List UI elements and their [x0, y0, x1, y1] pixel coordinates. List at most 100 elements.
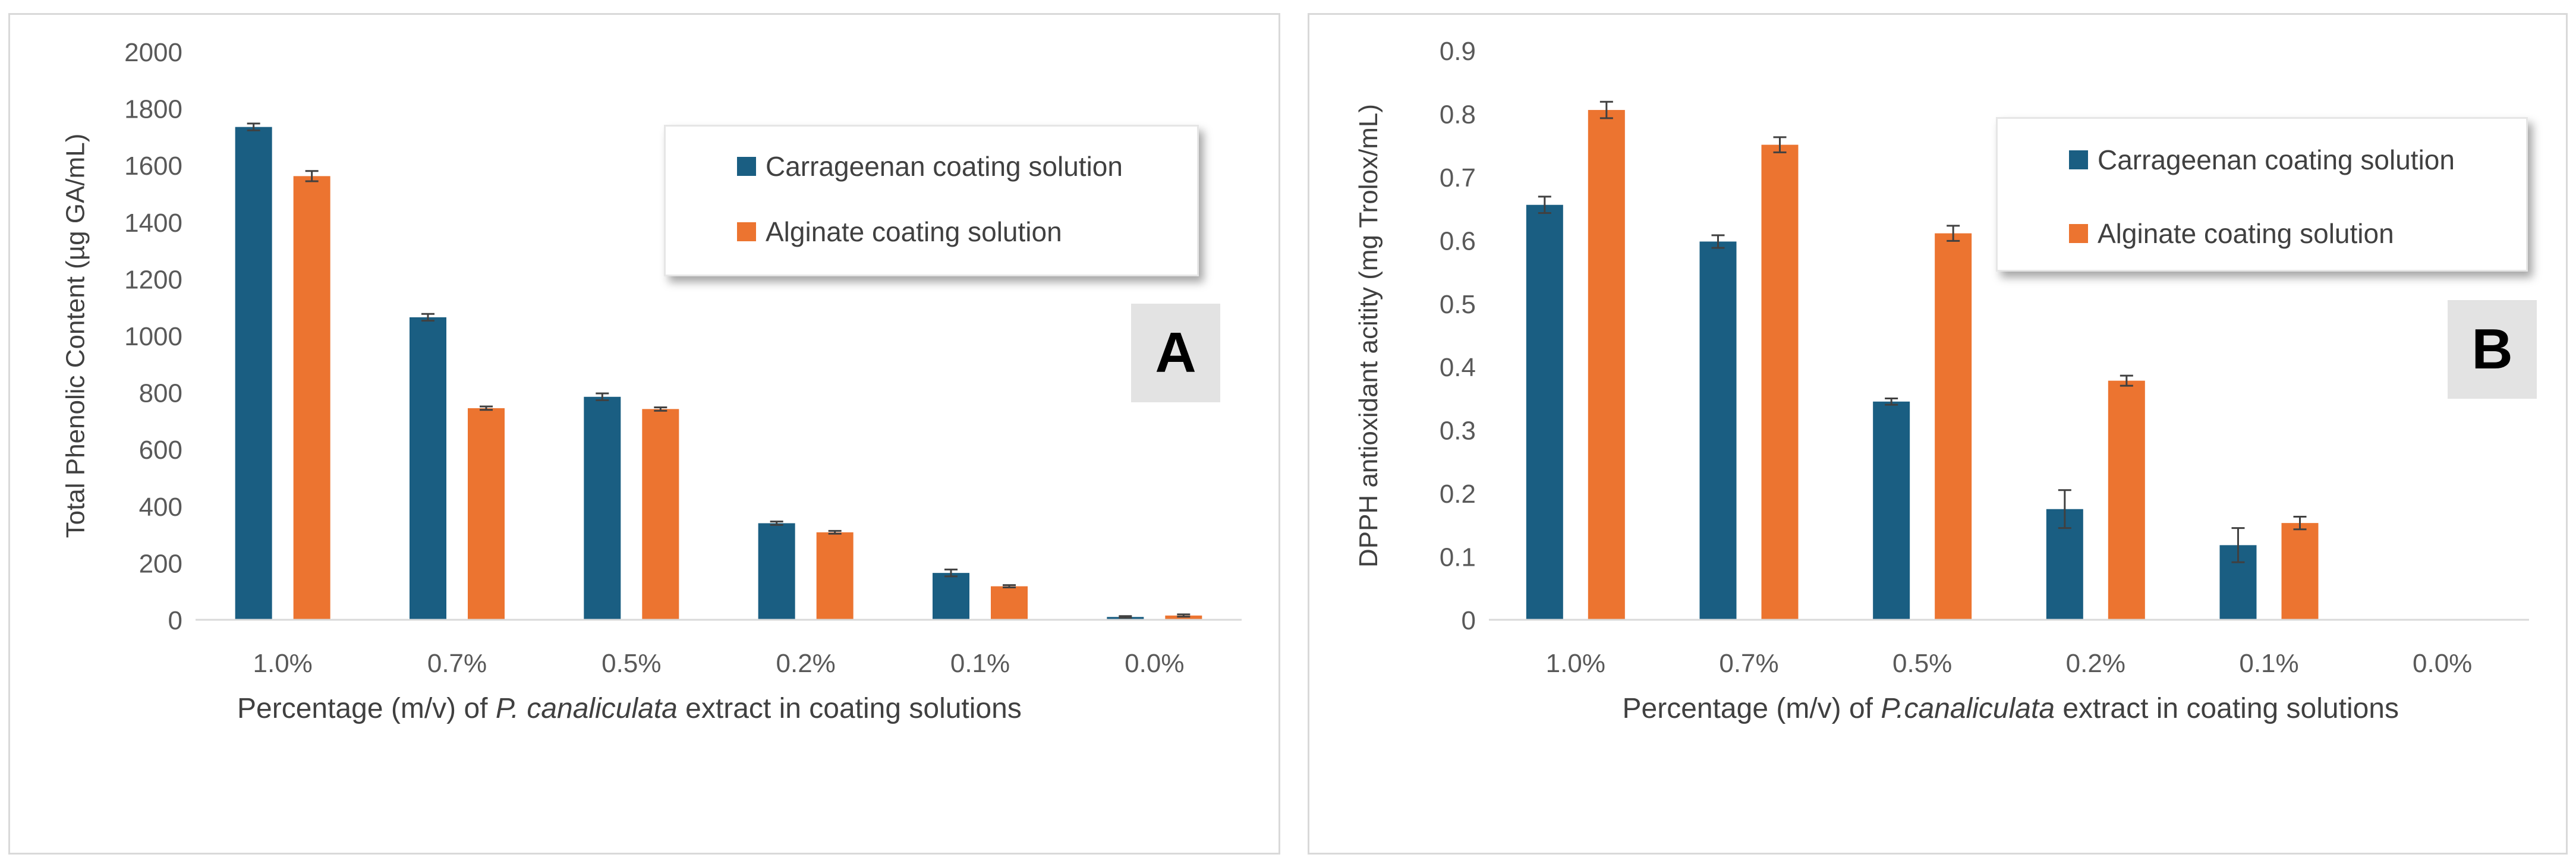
chart-a-error-bar — [305, 170, 319, 182]
chart-a-legend-carrageenan: Carrageenan coating solution — [737, 150, 1123, 182]
chart-a-x-axis-label-prefix: Percentage (m/v) of — [237, 693, 496, 724]
chart-b-legend: Carrageenan coating solution Alginate co… — [1996, 117, 2528, 272]
chart-b-bar-alginate — [2281, 523, 2319, 620]
chart-a-x-tick-label: 0.2% — [776, 649, 836, 678]
legend-swatch-carrageenan — [2069, 150, 2088, 169]
chart-b-y-tick-label: 0.9 — [1440, 37, 1476, 66]
chart-b-x-tick-label: 1.0% — [1546, 649, 1605, 678]
chart-a-error-bar — [1119, 615, 1132, 619]
panel-label-a: A — [1131, 304, 1220, 402]
chart-b-error-bar — [1885, 397, 1898, 406]
chart-a-x-tick-label: 0.5% — [602, 649, 661, 678]
chart-b-error-bar — [1538, 196, 1551, 215]
chart-a-y-tick-label: 2000 — [124, 38, 182, 67]
chart-b-y-tick-label: 0.3 — [1440, 417, 1476, 446]
chart-a-error-bar — [247, 122, 260, 131]
chart-a-error-bar — [828, 529, 842, 535]
chart-b-error-bar — [1947, 225, 1960, 242]
chart-b-x-axis-label: Percentage (m/v) of P.canaliculata extra… — [1623, 692, 2399, 725]
chart-a-y-axis-label: Total Phenolic Content (µg GA/mL) — [60, 133, 90, 538]
chart-b-bar-alginate — [2108, 380, 2145, 620]
chart-b-bar-alginate — [1588, 110, 1625, 620]
chart-a-x-tick-label: 0.1% — [950, 649, 1010, 678]
chart-a-y-tick-label: 200 — [139, 549, 182, 578]
chart-a-bar-alginate — [293, 176, 330, 620]
chart-a-y-tick-label: 1200 — [124, 265, 182, 294]
chart-a-error-bar — [770, 521, 783, 526]
chart-a-y-tick-label: 1800 — [124, 95, 182, 124]
panel-label-b: B — [2448, 300, 2537, 399]
chart-a-x-tick-label: 1.0% — [253, 649, 313, 678]
chart-b-x-tick-label: 0.5% — [1892, 649, 1952, 678]
chart-a-legend-alginate: Alginate coating solution — [737, 216, 1062, 248]
legend-swatch-alginate — [2069, 224, 2088, 243]
chart-a-y-tick-label: 400 — [139, 493, 182, 522]
chart-a-bar-carrageenan — [584, 396, 621, 620]
chart-a-bar-alginate — [1165, 615, 1202, 620]
chart-b-legend-alginate: Alginate coating solution — [2069, 217, 2394, 250]
legend-swatch-carrageenan — [737, 157, 756, 176]
chart-b-y-tick-label: 0 — [1462, 606, 1476, 635]
chart-b-bar-carrageenan — [1526, 204, 1563, 620]
chart-b-plot: 0 0.1 0.2 0.3 0.4 0.5 0.6 0.7 0.8 0.9 1.0% 0.7% 0.5%… — [1440, 37, 2529, 678]
chart-a-bar-alginate — [991, 586, 1028, 620]
chart-a-y-tick-label: 1000 — [124, 322, 182, 351]
chart-a-bar-alginate — [642, 409, 679, 620]
chart-b-error-bar — [2231, 527, 2245, 563]
legend-label-alginate: Alginate coating solution — [2098, 218, 2394, 249]
chart-b-x-tick-label: 0.2% — [2066, 649, 2125, 678]
chart-b-error-bar — [1711, 234, 1725, 249]
chart-b-x-tick-label: 0.7% — [1719, 649, 1778, 678]
legend-label-carrageenan: Carrageenan coating solution — [2098, 144, 2455, 175]
chart-a-bar-carrageenan — [235, 127, 272, 620]
chart-a-bar-alginate — [468, 408, 505, 620]
chart-b-error-bar — [2293, 515, 2307, 531]
chart-panel-a: 0 200 400 600 800 1000 1200 1400 1600 1800 2000 1.0… — [8, 13, 1280, 855]
legend-swatch-alginate — [737, 222, 756, 241]
chart-a-error-bar — [944, 568, 958, 578]
chart-b-error-bar — [2058, 489, 2071, 529]
chart-b-y-tick-label: 0.1 — [1440, 543, 1476, 572]
chart-b-x-axis-label-suffix: extract in coating solutions — [2055, 693, 2399, 724]
chart-a-bar-carrageenan — [410, 317, 446, 620]
chart-b-y-axis-label: DPPH antioxidant acitity (mg Trolox/mL) — [1354, 103, 1384, 568]
chart-b-y-tick-label: 0.8 — [1440, 100, 1476, 129]
chart-panel-b: 0 0.1 0.2 0.3 0.4 0.5 0.6 0.7 0.8 0.9 1.0% 0.7% 0.5%… — [1308, 13, 2568, 855]
chart-b-y-tick-label: 0.6 — [1440, 226, 1476, 256]
chart-a-legend: Carrageenan coating solution Alginate co… — [664, 125, 1199, 276]
chart-a-x-axis-label-species: P. canaliculata — [495, 693, 678, 724]
chart-b-error-bar — [1773, 136, 1787, 153]
chart-a-error-bar — [1177, 613, 1191, 618]
chart-b-x-axis-label-prefix: Percentage (m/v) of — [1622, 693, 1881, 724]
chart-b-x-axis-label-species: P.canaliculata — [1881, 693, 2055, 724]
chart-a-error-bar — [654, 406, 667, 412]
chart-a-y-tick-label: 600 — [139, 436, 182, 465]
chart-a-plot: 0 200 400 600 800 1000 1200 1400 1600 1800 2000 1.0… — [124, 38, 1242, 678]
chart-a-bar-carrageenan — [758, 523, 795, 620]
chart-a-x-axis-label: Percentage (m/v) of P. canaliculata extr… — [237, 692, 1022, 725]
chart-b-x-tick-label: 0.0% — [2413, 649, 2472, 678]
chart-a-y-tick-label: 1400 — [124, 209, 182, 238]
chart-b-x-tick-label: 0.1% — [2239, 649, 2298, 678]
chart-a-error-bar — [1003, 584, 1016, 589]
chart-b-y-tick-label: 0.7 — [1440, 163, 1476, 193]
chart-a-error-bar — [480, 405, 493, 411]
chart-a-y-tick-label: 800 — [139, 379, 182, 408]
legend-label-carrageenan: Carrageenan coating solution — [766, 151, 1123, 182]
chart-b-error-bar — [1599, 100, 1613, 119]
chart-b-bar-alginate — [1935, 233, 1972, 620]
chart-a-x-tick-label: 0.0% — [1125, 649, 1184, 678]
chart-a-bar-carrageenan — [933, 573, 969, 620]
chart-b-legend-carrageenan: Carrageenan coating solution — [2069, 144, 2455, 176]
chart-b-bar-alginate — [1761, 144, 1799, 620]
chart-a-x-tick-label: 0.7% — [427, 649, 487, 678]
chart-b-error-bar — [2120, 374, 2133, 387]
legend-label-alginate: Alginate coating solution — [766, 216, 1062, 247]
chart-a-y-tick-label: 0 — [168, 606, 182, 635]
chart-a-x-axis-label-suffix: extract in coating solutions — [677, 693, 1022, 724]
chart-b-bar-carrageenan — [1699, 241, 1737, 620]
chart-a-bar-alginate — [816, 532, 854, 620]
chart-b-y-tick-label: 0.5 — [1440, 290, 1476, 319]
chart-b-bar-carrageenan — [1873, 401, 1910, 620]
chart-a-error-bar — [596, 392, 609, 402]
